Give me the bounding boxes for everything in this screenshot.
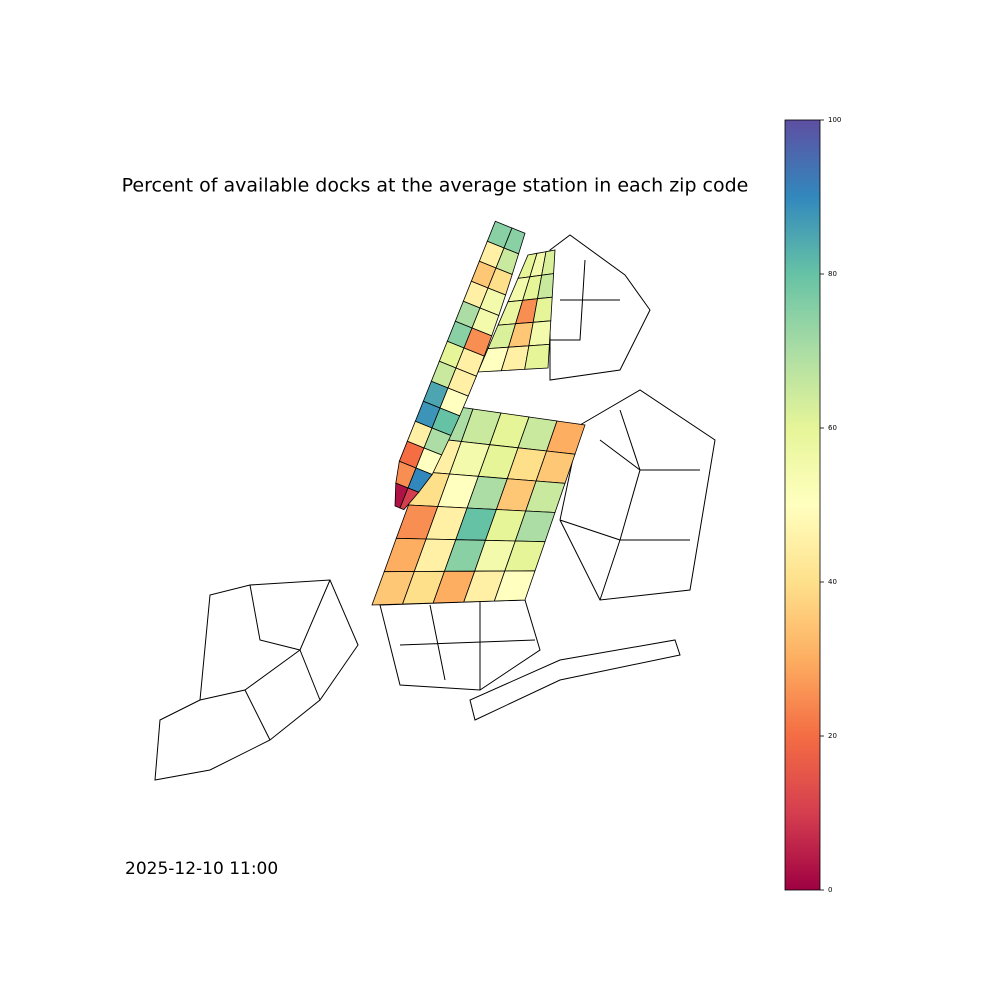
staten-island [154, 579, 359, 781]
map-title: Percent of available docks at the averag… [122, 175, 749, 197]
colorbar-tick-label: 100 [828, 116, 841, 124]
colorbar-tick-label: 60 [828, 424, 837, 432]
colorbar-tick-label: 20 [828, 732, 837, 740]
bronx-east [549, 234, 651, 381]
zip-regions [371, 220, 586, 606]
zip-region [493, 570, 536, 602]
colorbar-tick-label: 80 [828, 270, 837, 278]
colorbar [784, 119, 821, 891]
zip-region [399, 487, 420, 511]
colorbar-tick-label: 0 [828, 886, 832, 894]
colorbar-axis: 0 20 40 60 80 100 [820, 116, 841, 894]
colorbar-tick-label: 40 [828, 578, 837, 586]
timestamp: 2025-12-10 11:00 [125, 859, 278, 879]
zip-region [524, 343, 550, 370]
unshaded-zips [154, 234, 716, 781]
queens-east [559, 389, 716, 601]
south-brooklyn [379, 599, 541, 691]
rockaway [469, 639, 681, 721]
